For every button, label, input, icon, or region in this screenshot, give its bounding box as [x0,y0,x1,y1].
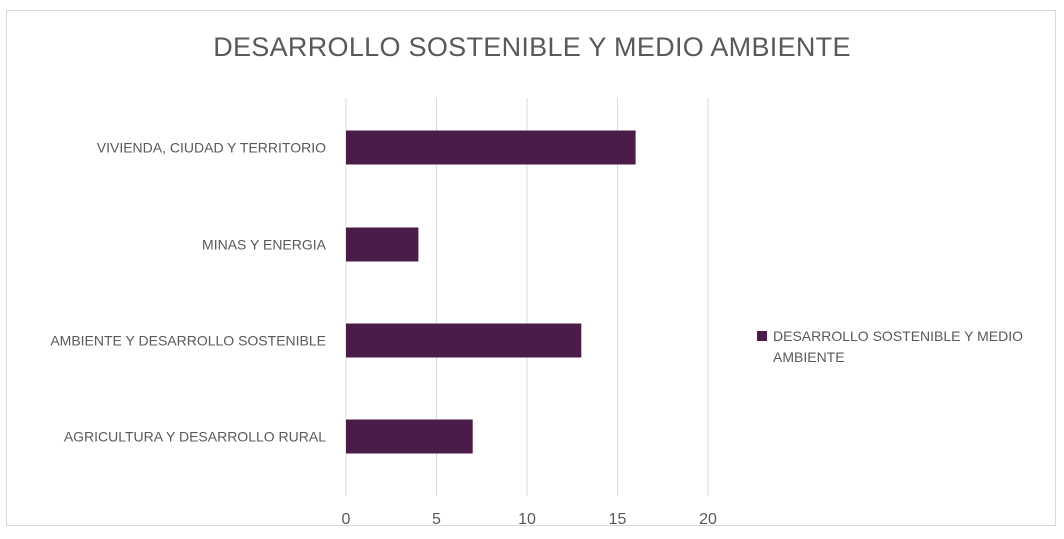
x-tick-label: 0 [342,511,351,528]
x-tick-label: 5 [432,511,441,528]
category-label: MINAS Y ENERGIA [202,237,327,253]
x-tick-label: 10 [518,511,536,528]
legend-swatch [757,331,767,341]
chart-frame [6,10,1056,526]
bar [346,323,582,358]
category-label: AMBIENTE Y DESARROLLO SOSTENIBLE [50,333,326,349]
bar [346,227,419,262]
x-tick-label: 15 [609,511,627,528]
category-label: AGRICULTURA Y DESARROLLO RURAL [64,429,326,445]
legend-label: DESARROLLO SOSTENIBLE Y MEDIO AMBIENTE [773,328,1024,365]
chart-title: DESARROLLO SOSTENIBLE Y MEDIO AMBIENTE [213,32,851,62]
category-label: VIVIENDA, CIUDAD Y TERRITORIO [97,140,326,156]
bar [346,130,636,165]
bar [346,419,473,454]
x-tick-label: 20 [699,511,717,528]
